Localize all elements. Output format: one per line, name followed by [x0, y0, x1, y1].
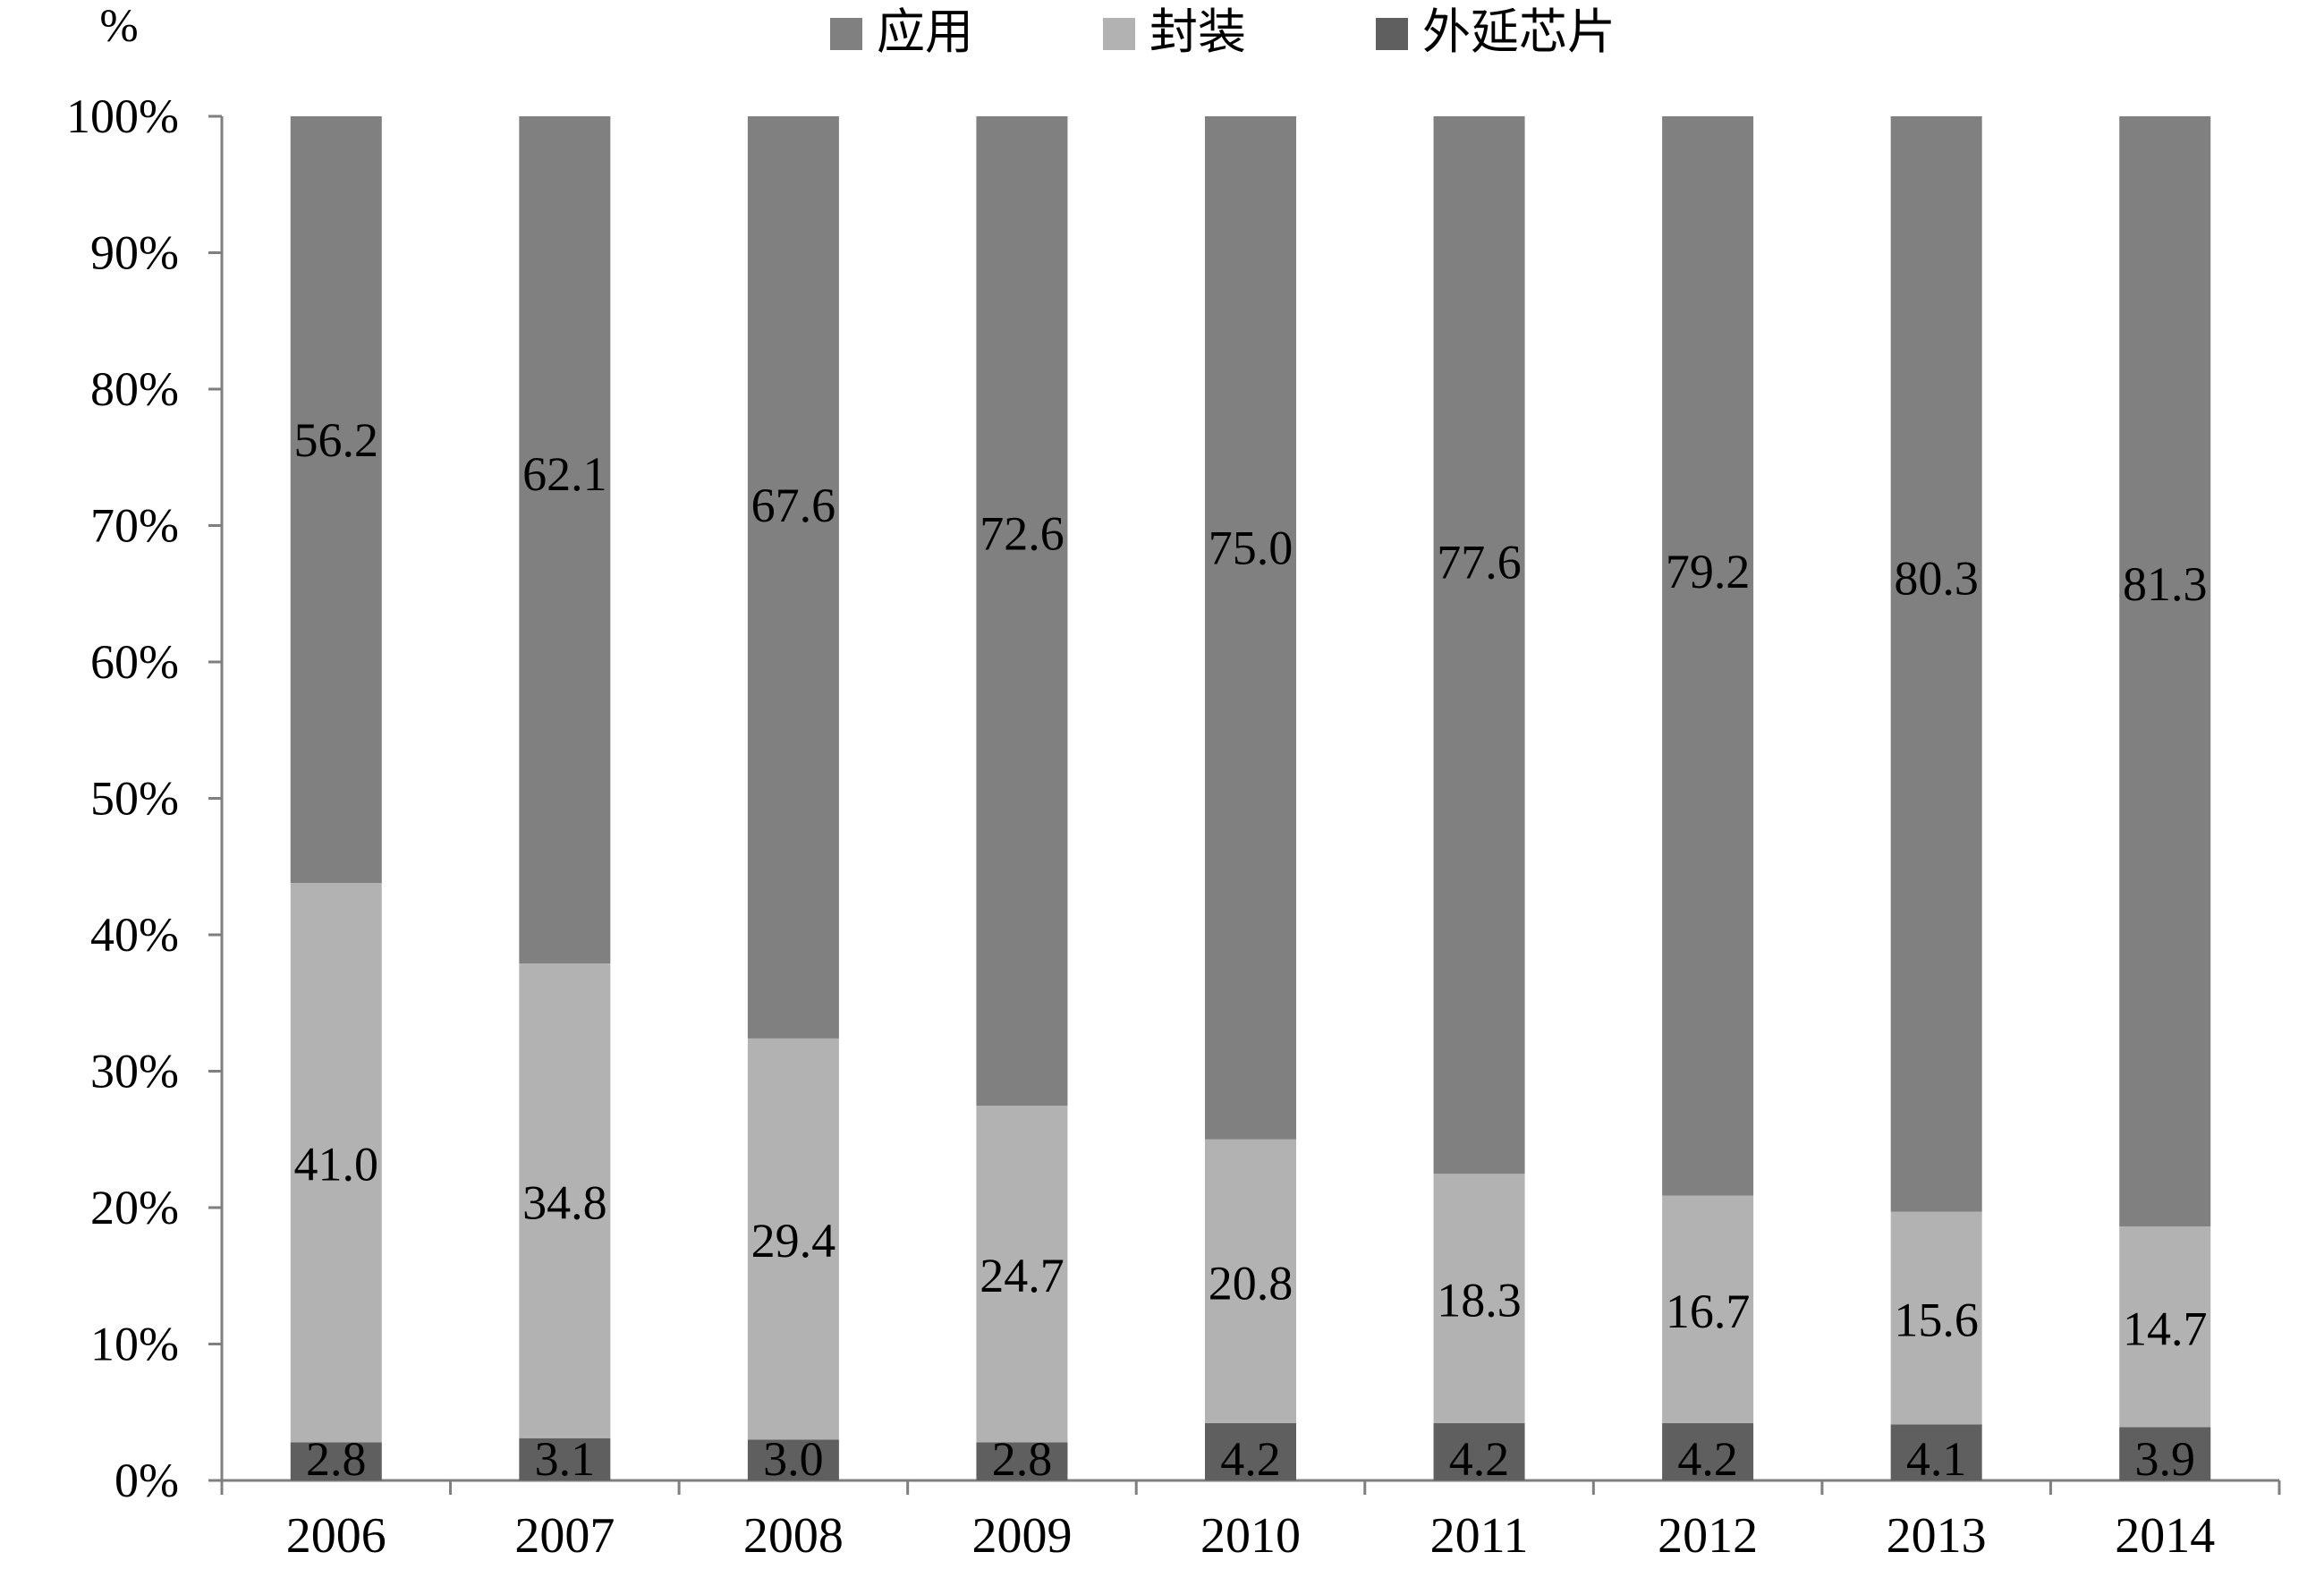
bar-segment	[1890, 1211, 1982, 1425]
bar-segment	[1205, 116, 1296, 1140]
data-label: 3.1	[535, 1432, 596, 1486]
y-tick-label: 60%	[90, 635, 179, 689]
data-label: 79.2	[1666, 545, 1751, 598]
x-tick-label: 2007	[514, 1508, 615, 1564]
data-label: 41.0	[294, 1138, 379, 1192]
data-label: 2.8	[306, 1432, 367, 1486]
bar-segment	[290, 883, 382, 1443]
x-tick-label: 2011	[1430, 1508, 1529, 1564]
data-label: 24.7	[980, 1249, 1064, 1302]
data-label: 4.2	[1677, 1432, 1738, 1486]
data-label: 67.6	[751, 479, 836, 532]
legend-swatch	[1103, 18, 1135, 50]
x-tick-label: 2013	[1887, 1508, 1987, 1564]
data-label: 3.9	[2134, 1432, 2195, 1486]
bar-segment	[1433, 1174, 1525, 1424]
bar-segment	[747, 1439, 839, 1480]
data-label: 80.3	[1894, 551, 1979, 605]
bar-segment	[1662, 1195, 1754, 1424]
y-tick-label: 70%	[90, 499, 179, 553]
x-tick-label: 2010	[1200, 1508, 1301, 1564]
data-label: 20.8	[1209, 1256, 1293, 1310]
data-label: 75.0	[1209, 521, 1293, 574]
y-tick-label: 20%	[90, 1181, 179, 1234]
bar-segment	[2119, 1427, 2211, 1480]
bar-segment	[976, 1442, 1068, 1480]
data-labels: 2.8 41.0 56.2 3.1 34.8 62.1 3.0 29.4 67.6 2.8 24.7…	[294, 413, 2208, 1486]
data-label: 56.2	[294, 413, 379, 467]
x-tick-label: 2006	[286, 1508, 386, 1564]
bar-segment	[1662, 116, 1754, 1196]
data-label: 3.0	[763, 1432, 824, 1486]
legend-label: 封装	[1149, 4, 1246, 60]
y-tick-label: 40%	[90, 908, 179, 962]
bar-segment	[2119, 116, 2211, 1227]
data-label: 29.4	[751, 1214, 836, 1268]
bar-segment	[290, 116, 382, 884]
x-tick-label: 2008	[743, 1508, 844, 1564]
y-tick-label: 90%	[90, 226, 179, 280]
y-tick-label: 10%	[90, 1318, 179, 1371]
data-label: 18.3	[1437, 1274, 1522, 1327]
data-label: 2.8	[992, 1432, 1053, 1486]
bar-segment	[747, 1038, 839, 1440]
y-tick-label: 0%	[115, 1454, 179, 1507]
data-label: 34.8	[522, 1175, 607, 1229]
data-label: 15.6	[1894, 1293, 1979, 1347]
bars	[290, 116, 2211, 1480]
bar-segment	[519, 116, 611, 964]
legend-label: 应用	[877, 4, 973, 60]
legend-swatch	[1376, 18, 1408, 50]
legend: 应用 封装 外延芯片	[830, 4, 1616, 60]
y-tick-label: 100%	[66, 89, 179, 143]
bar-segment	[519, 963, 611, 1438]
data-label: 77.6	[1437, 536, 1522, 589]
data-label: 81.3	[2123, 557, 2208, 611]
bar-segment	[290, 1442, 382, 1480]
x-axis: 2006 2007 2008 2009 2010 2011 2012 2013 2014	[220, 1479, 2281, 1564]
bar-segment	[1205, 1139, 1296, 1423]
legend-label: 外延芯片	[1422, 4, 1616, 60]
data-label: 4.2	[1449, 1432, 1510, 1486]
data-label: 72.6	[980, 507, 1064, 561]
y-tick-label: 80%	[90, 362, 179, 416]
bar-segment	[747, 116, 839, 1039]
bar-segment	[976, 116, 1068, 1107]
x-tick-label: 2012	[1658, 1508, 1758, 1564]
bar-segment	[976, 1106, 1068, 1443]
data-label: 4.2	[1220, 1432, 1281, 1486]
bar-segment	[1205, 1422, 1296, 1480]
y-tick-label: 30%	[90, 1045, 179, 1098]
y-tick-label: 50%	[90, 772, 179, 826]
x-tick-label: 2014	[2115, 1508, 2215, 1564]
bar-segment	[519, 1438, 611, 1480]
bar-segment	[1433, 1423, 1525, 1480]
y-unit-label: %	[99, 1, 138, 52]
bar-segment	[2119, 1226, 2211, 1428]
bar-segment	[1433, 116, 1525, 1175]
data-label: 16.7	[1666, 1285, 1751, 1338]
y-axis: 0% 10% 20% 30% 40% 50% 60% 70% 80% 90% 100%	[66, 89, 224, 1507]
bar-segment	[1662, 1423, 1754, 1480]
data-label: 14.7	[2123, 1302, 2208, 1355]
bar-segment	[1890, 116, 1982, 1212]
legend-swatch	[830, 18, 862, 50]
x-tick-label: 2009	[971, 1508, 1072, 1564]
bar-segment	[1890, 1424, 1982, 1480]
data-label: 4.1	[1906, 1432, 1967, 1486]
data-label: 62.1	[522, 447, 607, 501]
